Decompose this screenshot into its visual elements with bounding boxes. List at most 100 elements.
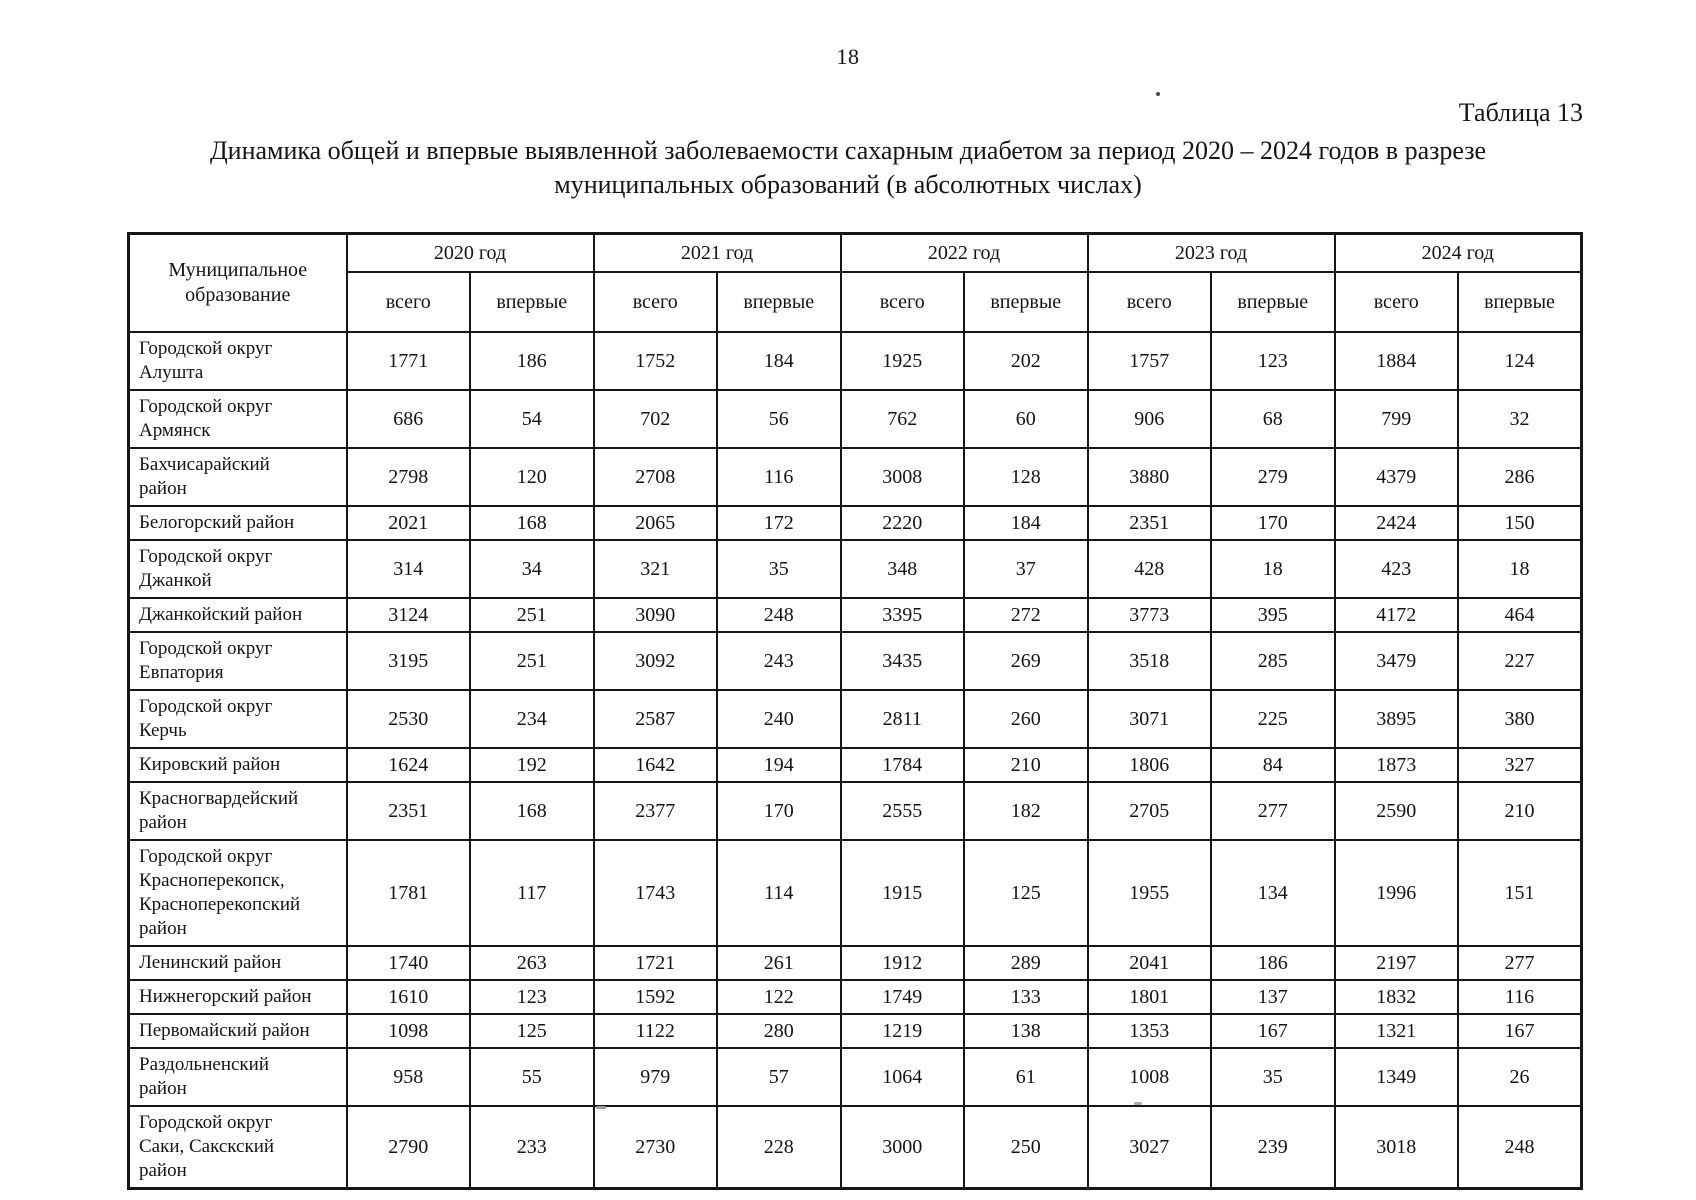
value-cell: 123: [1210, 331, 1336, 391]
value-cell: 134: [1210, 839, 1336, 947]
value-cell: 248: [716, 597, 842, 633]
value-cell: 2790: [345, 1105, 471, 1190]
subheader-first-time: впервые: [716, 271, 842, 333]
value-cell: 1955: [1086, 839, 1212, 947]
value-cell: 194: [716, 747, 842, 783]
value-cell: 18: [1210, 539, 1336, 599]
value-cell: 182: [963, 781, 1089, 841]
value-cell: 1757: [1086, 331, 1212, 391]
table-row: Городской округ Керчь 2530 234 2587 240 2811 2…: [127, 689, 1583, 749]
value-cell: 1873: [1333, 747, 1459, 783]
value-cell: 3000: [839, 1105, 965, 1190]
value-cell: 233: [469, 1105, 595, 1190]
value-cell: 1752: [592, 331, 718, 391]
value-cell: 979: [592, 1047, 718, 1107]
value-cell: 192: [469, 747, 595, 783]
value-cell: 37: [963, 539, 1089, 599]
value-cell: 1925: [839, 331, 965, 391]
value-cell: 2555: [839, 781, 965, 841]
value-cell: 251: [469, 631, 595, 691]
value-cell: 124: [1457, 331, 1583, 391]
value-cell: 289: [963, 945, 1089, 981]
value-cell: 3518: [1086, 631, 1212, 691]
municipality-cell: Раздольненский район: [127, 1047, 348, 1107]
value-cell: 1740: [345, 945, 471, 981]
value-cell: 277: [1457, 945, 1583, 981]
value-cell: 227: [1457, 631, 1583, 691]
value-cell: 1832: [1333, 979, 1459, 1015]
municipality-cell: Ленинский район: [127, 945, 348, 981]
data-table: Муниципальное образование 2020 год 2021 го…: [127, 232, 1583, 1190]
value-cell: 133: [963, 979, 1089, 1015]
table-row: Раздольненский район 958 55 979 57 1064 61 1008…: [127, 1047, 1583, 1107]
value-cell: 1624: [345, 747, 471, 783]
value-cell: 1098: [345, 1013, 471, 1049]
value-cell: 128: [963, 447, 1089, 507]
value-cell: 799: [1333, 389, 1459, 449]
value-cell: 60: [963, 389, 1089, 449]
value-cell: 1349: [1333, 1047, 1459, 1107]
document-title: Динамика общей и впервые выявленной забо…: [209, 136, 1487, 199]
value-cell: 150: [1457, 505, 1583, 541]
table-row: Городской округ Алушта 1771 186 1752 184 1925…: [127, 331, 1583, 391]
value-cell: 2798: [345, 447, 471, 507]
value-cell: 120: [469, 447, 595, 507]
table-row: Городской округ Джанкой 314 34 321 35 348 37 42…: [127, 539, 1583, 599]
year-header: 2024 год: [1333, 232, 1583, 273]
value-cell: 395: [1210, 597, 1336, 633]
value-cell: 228: [716, 1105, 842, 1190]
subheader-first-time: впервые: [1210, 271, 1336, 333]
value-cell: 1064: [839, 1047, 965, 1107]
value-cell: 3071: [1086, 689, 1212, 749]
table-row: Бахчисарайский район 2798 120 2708 116 3008 12…: [127, 447, 1583, 507]
scan-artifact-mark: [1134, 1102, 1142, 1105]
value-cell: 35: [716, 539, 842, 599]
value-cell: 250: [963, 1105, 1089, 1190]
value-cell: 314: [345, 539, 471, 599]
value-cell: 138: [963, 1013, 1089, 1049]
value-cell: 958: [345, 1047, 471, 1107]
value-cell: 170: [1210, 505, 1336, 541]
value-cell: 2730: [592, 1105, 718, 1190]
scan-artifact-mark: [596, 1106, 606, 1109]
value-cell: 202: [963, 331, 1089, 391]
value-cell: 762: [839, 389, 965, 449]
value-cell: 1781: [345, 839, 471, 947]
value-cell: 1884: [1333, 331, 1459, 391]
value-cell: 186: [469, 331, 595, 391]
municipality-cell: Белогорский район: [127, 505, 348, 541]
value-cell: 18: [1457, 539, 1583, 599]
value-cell: 2065: [592, 505, 718, 541]
value-cell: 260: [963, 689, 1089, 749]
value-cell: 4172: [1333, 597, 1459, 633]
value-cell: 186: [1210, 945, 1336, 981]
scan-artifact-dot: [1156, 92, 1160, 96]
value-cell: 1219: [839, 1013, 965, 1049]
value-cell: 234: [469, 689, 595, 749]
subheader-total: всего: [839, 271, 965, 333]
value-cell: 2811: [839, 689, 965, 749]
value-cell: 3092: [592, 631, 718, 691]
table-row: Городской округ Евпатория 3195 251 3092 243 3…: [127, 631, 1583, 691]
subheader-total: всего: [345, 271, 471, 333]
subheader-total: всего: [1333, 271, 1459, 333]
value-cell: 1771: [345, 331, 471, 391]
value-cell: 423: [1333, 539, 1459, 599]
value-cell: 1353: [1086, 1013, 1212, 1049]
value-cell: 2351: [1086, 505, 1212, 541]
value-cell: 151: [1457, 839, 1583, 947]
subheader-total: всего: [1086, 271, 1212, 333]
value-cell: 240: [716, 689, 842, 749]
value-cell: 3880: [1086, 447, 1212, 507]
table-header: Муниципальное образование 2020 год 2021 го…: [127, 232, 1583, 333]
table-row: Городской округ Саки, Сакскский район 279…: [127, 1105, 1583, 1190]
value-cell: 686: [345, 389, 471, 449]
value-cell: 243: [716, 631, 842, 691]
table-body: Городской округ Алушта 1771 186 1752 184 1925…: [127, 331, 1583, 1190]
value-cell: 68: [1210, 389, 1336, 449]
table-row: Кировский район 1624 192 1642 194 1784 210 1806…: [127, 747, 1583, 783]
value-cell: 277: [1210, 781, 1336, 841]
value-cell: 116: [1457, 979, 1583, 1015]
value-cell: 1996: [1333, 839, 1459, 947]
